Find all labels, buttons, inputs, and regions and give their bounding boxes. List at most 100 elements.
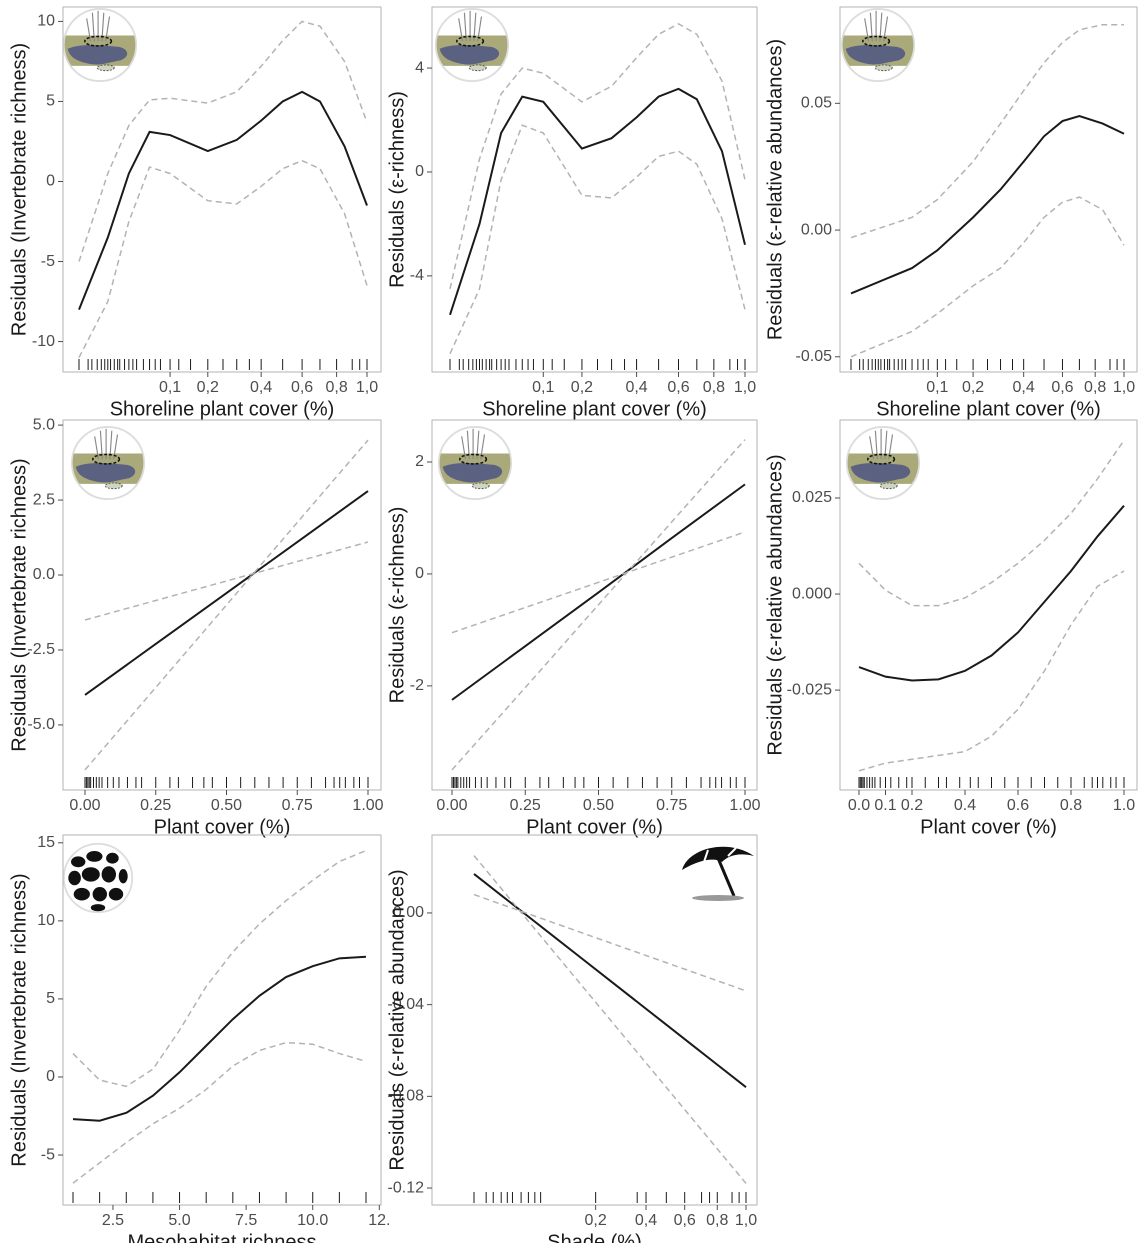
confidence-line <box>451 439 746 771</box>
plot-frame <box>431 834 758 1206</box>
x-tick-label: 0,6 <box>667 379 689 396</box>
x-tick-label: 0.00 <box>436 797 467 814</box>
plot-frame <box>839 419 1138 791</box>
x-axis-label: Mesohabitat richness <box>128 1231 317 1243</box>
x-tick-label: 0.50 <box>583 797 614 814</box>
y-axis-label: Residuals (ε-relative abundances) <box>764 454 786 755</box>
y-tick-label: -5 <box>41 1146 55 1163</box>
x-axis-label: Shade (%) <box>547 1231 642 1243</box>
icon-pond <box>437 425 513 501</box>
icon-umbrella <box>680 845 756 903</box>
confidence-line <box>72 849 367 1088</box>
x-tick-label: 0.6 <box>1007 797 1029 814</box>
x-tick-label: 0,2 <box>197 379 219 396</box>
x-tick-label: 1.00 <box>729 797 760 814</box>
x-tick-label: 0,6 <box>1051 379 1073 396</box>
plot-frame <box>62 834 382 1206</box>
confidence-line <box>449 124 746 355</box>
x-tick-label: 0,1 <box>159 379 181 396</box>
y-tick-label: 15 <box>37 834 55 851</box>
y-tick-label: 0.00 <box>393 904 424 921</box>
plot-frame <box>62 419 382 791</box>
fit-line <box>84 490 369 696</box>
confidence-line <box>858 439 1125 607</box>
icon-pond <box>70 425 146 501</box>
y-tick-label: 10 <box>37 13 55 30</box>
x-axis-label: Plant cover (%) <box>154 816 291 838</box>
y-tick-label: 0.05 <box>801 95 832 112</box>
x-tick-label: 0.25 <box>510 797 541 814</box>
x-tick-label: 0,8 <box>706 1212 728 1229</box>
y-tick-label: 2.5 <box>33 491 55 508</box>
x-tick-label: 0,2 <box>571 379 593 396</box>
x-tick-label: 0,8 <box>703 379 725 396</box>
confidence-line <box>84 439 369 771</box>
y-tick-label: 0.0 <box>33 566 55 583</box>
x-tick-label: 1.00 <box>352 797 383 814</box>
fit-line <box>72 955 367 1122</box>
fit-line <box>850 114 1125 295</box>
x-tick-label: 12. <box>368 1212 390 1229</box>
x-tick-label: 0.4 <box>954 797 976 814</box>
x-axis-label: Shoreline plant cover (%) <box>110 398 335 420</box>
x-tick-label: 0.2 <box>901 797 923 814</box>
x-tick-label: 0,6 <box>674 1212 696 1229</box>
icon-pond <box>434 7 510 83</box>
icon-pond <box>840 7 916 83</box>
y-axis-label: Residuals (Invertebrate richness) <box>8 43 30 336</box>
y-axis-label: Residuals (ε-relative abundances) <box>386 869 408 1170</box>
confidence-line <box>451 531 746 634</box>
y-tick-label: -2 <box>410 677 424 694</box>
y-tick-label: 0 <box>415 565 424 582</box>
y-tick-label: -5.0 <box>27 716 55 733</box>
x-tick-label: 0.50 <box>211 797 242 814</box>
y-tick-label: 0 <box>46 173 55 190</box>
x-tick-label: 0.75 <box>282 797 313 814</box>
y-axis-label: Residuals (Invertebrate richness) <box>8 458 30 751</box>
y-tick-label: -5 <box>41 253 55 270</box>
x-tick-label: 2.5 <box>102 1212 124 1229</box>
y-tick-label: -2.5 <box>27 641 55 658</box>
x-tick-label: 0,6 <box>291 379 313 396</box>
x-tick-label: 0,4 <box>1013 379 1035 396</box>
x-tick-label: 0,4 <box>635 1212 657 1229</box>
x-tick-label: 0.00 <box>69 797 100 814</box>
fit-line <box>451 483 746 701</box>
x-axis-label: Plant cover (%) <box>526 816 663 838</box>
plot-frame <box>62 6 382 373</box>
plot-frame <box>431 6 758 373</box>
confidence-line <box>84 541 369 621</box>
x-tick-label: 1.0 <box>1113 797 1135 814</box>
confidence-line <box>449 23 746 290</box>
x-tick-label: 0,4 <box>625 379 647 396</box>
x-tick-label: 0.8 <box>1060 797 1082 814</box>
y-tick-label: -0.05 <box>796 348 833 365</box>
x-tick-label: 0.75 <box>656 797 687 814</box>
x-tick-label: 1,0 <box>735 1212 757 1229</box>
x-tick-label: 0,1 <box>532 379 554 396</box>
y-tick-label: 5 <box>46 990 55 1007</box>
confidence-line <box>78 20 368 262</box>
y-tick-label: 0.000 <box>792 585 832 602</box>
y-tick-label: -0.08 <box>388 1088 425 1105</box>
confidence-line <box>858 570 1125 772</box>
y-tick-label: -0.04 <box>388 996 425 1013</box>
y-axis-label: Residuals (Invertebrate richness) <box>8 873 30 1166</box>
y-tick-label: -0.025 <box>787 681 832 698</box>
y-tick-label: 0 <box>46 1068 55 1085</box>
confidence-line <box>850 23 1124 239</box>
x-axis-label: Shoreline plant cover (%) <box>482 398 707 420</box>
x-tick-label: 0,2 <box>585 1212 607 1229</box>
plot-frame <box>431 419 758 791</box>
y-tick-label: 5.0 <box>33 416 55 433</box>
y-tick-label: 0 <box>415 163 424 180</box>
x-tick-label: 0.25 <box>140 797 171 814</box>
x-tick-label: 7.5 <box>235 1212 257 1229</box>
confidence-line <box>473 893 747 992</box>
fit-line <box>858 505 1125 682</box>
x-tick-label: 1,0 <box>1113 379 1135 396</box>
x-tick-label: 5.0 <box>168 1212 190 1229</box>
x-axis-label: Shoreline plant cover (%) <box>876 398 1101 420</box>
